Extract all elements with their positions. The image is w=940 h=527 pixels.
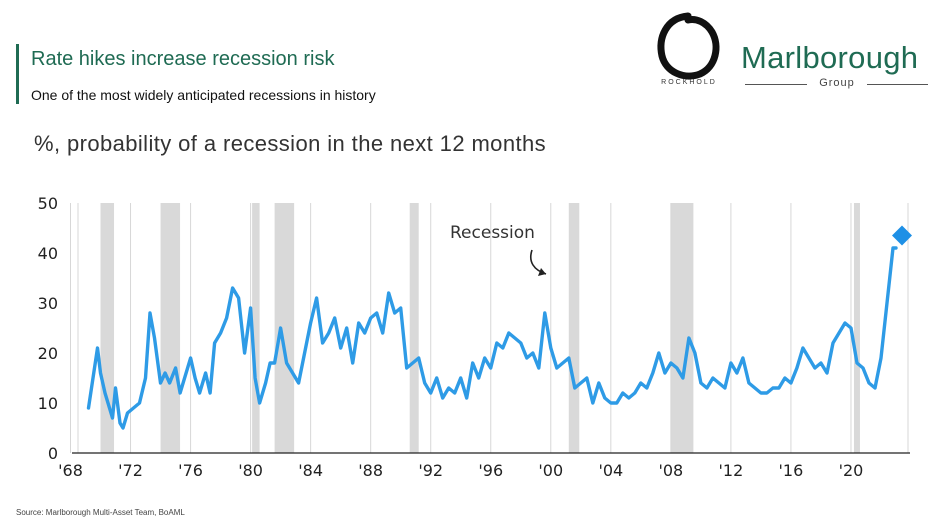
x-tick-label: '72 xyxy=(118,461,143,480)
x-tick-label: '84 xyxy=(298,461,323,480)
page-title: Rate hikes increase recession risk xyxy=(31,48,335,70)
series-markers xyxy=(891,225,912,246)
chart-title: %, probability of a recession in the nex… xyxy=(34,131,547,156)
marlborough-logo-group: Group xyxy=(819,77,855,89)
y-tick-label: 20 xyxy=(38,344,58,363)
recession-band-5 xyxy=(568,203,580,453)
source-note: Source: Marlborough Multi-Asset Team, Bo… xyxy=(16,508,185,517)
recession-band-7 xyxy=(853,203,860,453)
page-subtitle: One of the most widely anticipated reces… xyxy=(31,87,376,103)
x-axis-ticks: '68 '72 '76 '80 '84 '88 '92 '96 '00 '04 '08 '12 '16 '… xyxy=(58,461,863,480)
x-tick-label: '92 xyxy=(418,461,443,480)
x-tick-label: '96 xyxy=(478,461,503,480)
x-tick-label: '80 xyxy=(238,461,263,480)
recession-band-2 xyxy=(252,203,260,453)
x-tick-label: '76 xyxy=(178,461,203,480)
rockhold-logo xyxy=(657,12,720,80)
y-tick-label: 10 xyxy=(38,394,58,413)
latest-value-marker xyxy=(891,225,912,246)
title-accent-bar xyxy=(16,44,19,104)
y-axis-ticks: 0 10 20 30 40 50 xyxy=(38,194,58,463)
recession-annotation: Recession xyxy=(450,223,535,243)
recession-band-1 xyxy=(160,203,181,453)
annotation-arrow xyxy=(530,249,547,275)
x-tick-label: '08 xyxy=(658,461,683,480)
recession-bands xyxy=(100,203,860,453)
x-tick-label: '12 xyxy=(719,461,744,480)
x-tick-label: '68 xyxy=(58,461,83,480)
logo-divider-left xyxy=(745,84,807,85)
series-line xyxy=(86,246,898,430)
x-tick-label: '04 xyxy=(598,461,623,480)
logo-divider-right xyxy=(867,84,928,85)
recession-band-3 xyxy=(274,203,295,453)
rockhold-logo-text: ROCKHOLD xyxy=(661,79,717,86)
x-tick-label: '88 xyxy=(358,461,383,480)
y-tick-label: 50 xyxy=(38,194,58,213)
x-tick-label: '00 xyxy=(538,461,563,480)
y-tick-label: 40 xyxy=(38,244,58,263)
y-tick-label: 30 xyxy=(38,294,58,313)
marlborough-logo: Marlborough xyxy=(741,40,919,75)
x-tick-label: '16 xyxy=(779,461,804,480)
recession-band-6 xyxy=(670,203,694,453)
x-tick-label: '20 xyxy=(839,461,864,480)
y-tick-label: 0 xyxy=(48,444,58,463)
recession-band-4 xyxy=(409,203,419,453)
grid-lines xyxy=(69,203,909,453)
annotation-arrowhead xyxy=(538,268,546,276)
